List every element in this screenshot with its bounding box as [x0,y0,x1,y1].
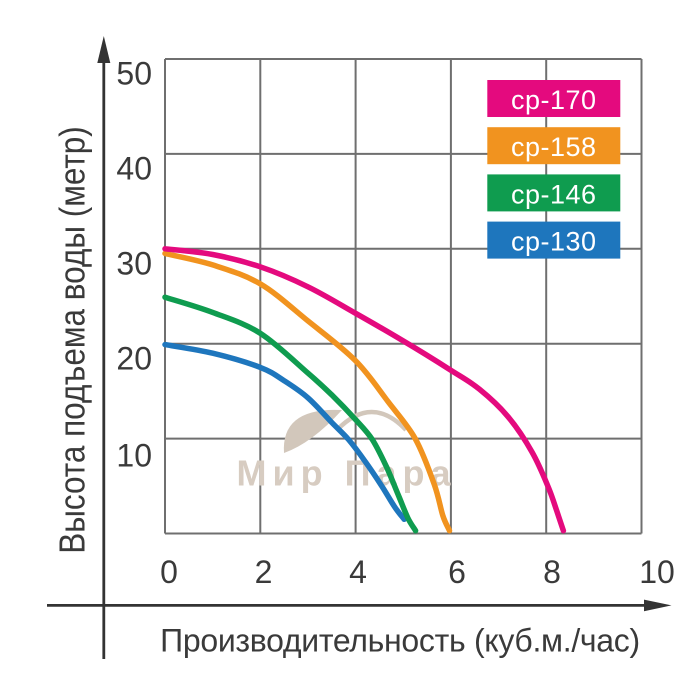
svg-text:40: 40 [116,151,152,187]
svg-text:6: 6 [448,554,466,590]
svg-text:ср-146: ср-146 [511,179,597,209]
svg-text:20: 20 [116,341,152,377]
svg-text:Высота подъема воды (метр): Высота подъема воды (метр) [53,126,93,554]
svg-text:2: 2 [255,554,273,590]
svg-text:0: 0 [160,554,178,590]
svg-text:50: 50 [116,56,152,92]
svg-text:10: 10 [639,554,675,590]
svg-text:Мир Пара: Мир Пара [237,453,457,494]
svg-text:ср-158: ср-158 [511,132,597,162]
svg-text:4: 4 [349,554,367,590]
svg-text:Производительность (куб.м./час: Производительность (куб.м./час) [160,623,640,659]
svg-text:30: 30 [116,246,152,282]
svg-text:ср-170: ср-170 [511,85,597,115]
svg-text:10: 10 [116,438,152,474]
svg-text:ср-130: ср-130 [511,227,597,257]
svg-text:8: 8 [543,554,561,590]
